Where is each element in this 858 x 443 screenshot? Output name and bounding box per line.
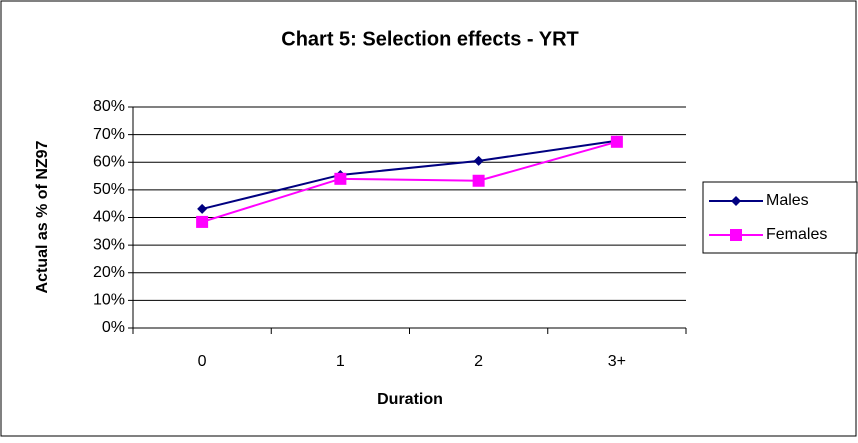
legend-label: Females (766, 226, 827, 243)
y-tick-label: 0% (102, 319, 125, 336)
chart-title: Chart 5: Selection effects - YRT (281, 28, 578, 50)
x-axis-label: Duration (377, 391, 443, 408)
marker (197, 203, 208, 214)
series-line (201, 139, 618, 210)
marker (610, 135, 623, 148)
marker (473, 155, 484, 166)
x-tick-label: 0 (198, 353, 207, 370)
legend-marker (731, 196, 741, 206)
y-tick-label: 80% (93, 98, 125, 115)
legend-box (702, 181, 858, 254)
y-tick-label: 50% (93, 181, 125, 198)
y-tick-label: 60% (93, 153, 125, 170)
marker (196, 215, 209, 228)
y-tick-label: 20% (93, 264, 125, 281)
x-tick-label: 1 (336, 353, 345, 370)
y-axis-label: Actual as % of NZ97 (34, 140, 51, 293)
y-tick-label: 40% (93, 209, 125, 226)
y-tick-label: 10% (93, 292, 125, 309)
y-tick-label: 30% (93, 236, 125, 253)
legend-marker (730, 229, 742, 241)
y-tick-label: 70% (93, 126, 125, 143)
x-tick-label: 3+ (608, 353, 626, 370)
marker (472, 174, 485, 187)
series-line (201, 140, 618, 223)
x-tick-label: 2 (474, 353, 483, 370)
legend-label: Males (766, 192, 809, 209)
marker (334, 172, 347, 185)
